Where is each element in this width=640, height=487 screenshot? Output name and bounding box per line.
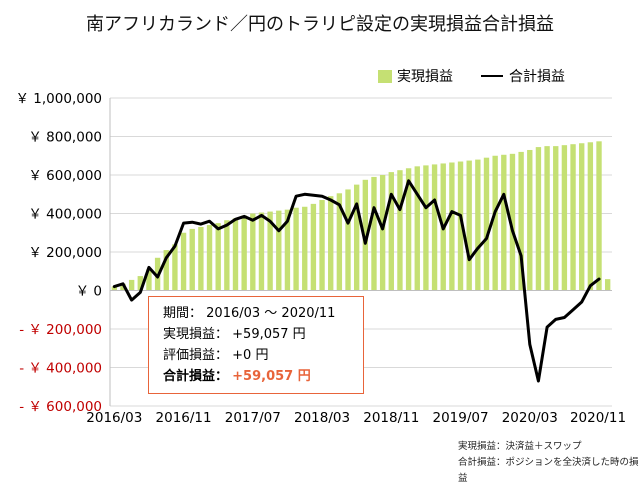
realized-value: +59,057 円: [232, 327, 306, 342]
x-tick-label: 2016/11: [156, 410, 212, 426]
y-tick-label: ￥ 1,000,000: [16, 91, 103, 107]
bar: [353, 184, 360, 291]
total-row: 合計損益： +59,057 円: [163, 366, 363, 387]
legend: 実現損益 合計損益: [378, 66, 565, 86]
x-tick-label: 2020/11: [570, 410, 626, 426]
bar: [553, 146, 559, 291]
bar: [293, 207, 299, 291]
bar: [310, 203, 317, 291]
bar: [466, 160, 472, 291]
series-line: [112, 179, 601, 383]
bar: [345, 189, 351, 291]
bar: [111, 286, 118, 291]
bar: [509, 153, 516, 291]
bar: [137, 276, 143, 291]
realized-row: 実現損益： +59,057 円: [163, 324, 363, 345]
unrealized-value: +0 円: [232, 348, 269, 363]
bar: [371, 176, 377, 291]
y-tick-label: ￥ 0: [76, 284, 102, 300]
y-tick-label: ￥ 200,000: [28, 245, 102, 261]
bar: [405, 168, 412, 291]
bar: [587, 142, 594, 291]
bar: [423, 165, 429, 291]
bar: [388, 172, 394, 291]
bar: [276, 210, 282, 291]
bar: [258, 212, 265, 291]
total-value: +59,057 円: [232, 369, 311, 384]
x-tick-label: 2016/03: [86, 410, 142, 426]
y-tick-label: - ￥ 600,000: [19, 399, 102, 415]
bar: [172, 244, 178, 291]
bar: [518, 151, 524, 291]
x-tick-label: 2019/07: [432, 410, 488, 426]
bar: [527, 149, 533, 291]
bar: [414, 166, 420, 291]
bar: [379, 175, 386, 291]
y-tick-label: - ￥ 400,000: [19, 361, 102, 377]
bar: [596, 141, 602, 291]
bar: [128, 279, 135, 291]
bar: [492, 155, 498, 291]
bar: [163, 250, 169, 291]
bar: [336, 193, 343, 291]
bar: [431, 164, 438, 291]
bar: [250, 213, 256, 291]
legend-label-bar: 実現損益: [397, 69, 453, 85]
unrealized-row: 評価損益： +0 円: [163, 345, 363, 366]
x-tick-label: 2018/03: [294, 410, 350, 426]
bar: [457, 161, 464, 291]
y-tick-label: - ￥ 200,000: [19, 322, 102, 338]
x-tick-label: 2018/11: [363, 410, 419, 426]
period-row: 期間： 2016/03 〜 2020/11: [163, 303, 363, 324]
bar: [475, 159, 481, 291]
bar: [206, 225, 213, 291]
bar: [328, 196, 334, 291]
period-value: 2016/03 〜 2020/11: [206, 306, 336, 321]
bar: [146, 269, 152, 291]
total-label: 合計損益：: [163, 369, 229, 384]
bar: [224, 220, 230, 291]
footnote-realized: 実現損益：決済益＋スワップ: [458, 441, 582, 452]
bar: [535, 147, 542, 291]
bar: [198, 226, 204, 291]
bar: [302, 206, 308, 291]
footnote-total: 合計損益：ポジションを全決済した時の損益: [458, 457, 639, 484]
bar: [319, 200, 325, 291]
summary-box: 期間： 2016/03 〜 2020/11 実現損益： +59,057 円 評価…: [148, 296, 364, 394]
y-tick-label: ￥ 600,000: [28, 168, 102, 184]
bar: [284, 209, 291, 291]
x-tick-label: 2020/03: [502, 410, 558, 426]
bar: [449, 162, 455, 291]
bar: [120, 283, 126, 291]
bar: [232, 218, 239, 291]
bar: [579, 143, 585, 291]
bar: [544, 146, 550, 291]
bar: [604, 279, 611, 291]
chart-title: 南アフリカランド／円のトラリピ設定の実現損益合計損益: [86, 14, 554, 35]
legend-swatch-bar: [378, 69, 392, 83]
footnotes: 実現損益：決済益＋スワップ 合計損益：ポジションを全決済した時の損益: [458, 439, 640, 487]
bar: [241, 215, 247, 291]
y-tick-label: ￥ 800,000: [28, 130, 102, 146]
period-label: 期間：: [163, 306, 203, 321]
x-tick-label: 2017/07: [225, 410, 281, 426]
bar: [215, 223, 221, 291]
legend-label-line: 合計損益: [509, 69, 565, 85]
bar: [180, 232, 187, 291]
unrealized-label: 評価損益：: [163, 348, 229, 363]
realized-label: 実現損益：: [163, 327, 229, 342]
legend-swatch-line: [481, 75, 503, 77]
bar: [267, 211, 273, 291]
bar: [561, 145, 568, 291]
bar: [501, 154, 507, 291]
bar: [570, 144, 576, 291]
bar: [362, 179, 369, 291]
bar: [483, 157, 490, 291]
bar: [189, 228, 195, 291]
bar: [397, 170, 403, 291]
y-tick-label: ￥ 400,000: [28, 207, 102, 223]
